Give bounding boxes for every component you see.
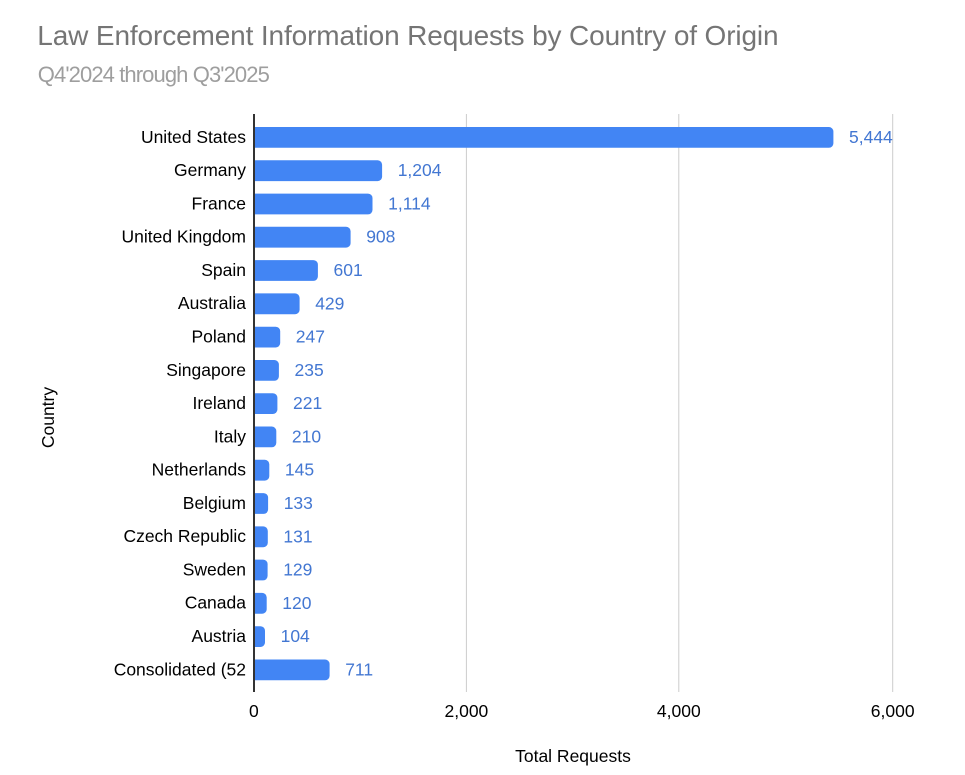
svg-text:6,000: 6,000 — [871, 701, 915, 721]
svg-text:Poland: Poland — [192, 327, 247, 347]
svg-text:Germany: Germany — [174, 160, 246, 180]
svg-text:France: France — [192, 193, 246, 213]
svg-text:Netherlands: Netherlands — [152, 460, 247, 480]
svg-text:247: 247 — [296, 327, 325, 347]
svg-text:131: 131 — [283, 526, 312, 546]
svg-text:711: 711 — [345, 659, 373, 679]
svg-text:Australia: Australia — [178, 293, 246, 313]
svg-text:145: 145 — [285, 460, 314, 480]
svg-text:Austria: Austria — [192, 626, 247, 646]
svg-text:0: 0 — [249, 701, 259, 721]
svg-text:429: 429 — [315, 293, 344, 313]
svg-text:Country: Country — [38, 387, 58, 449]
svg-text:104: 104 — [281, 626, 310, 646]
svg-text:Czech Republic: Czech Republic — [123, 526, 246, 546]
svg-text:4,000: 4,000 — [657, 701, 701, 721]
svg-text:5,444: 5,444 — [849, 127, 893, 147]
svg-text:120: 120 — [282, 593, 311, 613]
svg-text:601: 601 — [334, 260, 363, 280]
svg-text:Italy: Italy — [214, 426, 246, 446]
svg-text:1,204: 1,204 — [398, 160, 442, 180]
svg-text:Consolidated (52: Consolidated (52 — [114, 659, 246, 679]
svg-text:133: 133 — [284, 493, 313, 513]
svg-text:2,000: 2,000 — [445, 701, 489, 721]
svg-text:Q4'2024 through Q3'2025: Q4'2024 through Q3'2025 — [38, 62, 270, 87]
svg-text:Spain: Spain — [201, 260, 246, 280]
svg-text:United States: United States — [141, 127, 246, 147]
svg-text:221: 221 — [293, 393, 322, 413]
svg-text:1,114: 1,114 — [388, 194, 431, 214]
svg-text:908: 908 — [366, 227, 395, 247]
svg-text:Ireland: Ireland — [192, 393, 246, 413]
svg-text:United Kingdom: United Kingdom — [121, 227, 246, 247]
svg-text:Canada: Canada — [185, 593, 247, 613]
svg-text:Law Enforcement Information Re: Law Enforcement Information Requests by … — [37, 20, 778, 51]
svg-text:Belgium: Belgium — [183, 493, 246, 513]
svg-text:129: 129 — [283, 560, 312, 580]
svg-text:235: 235 — [295, 360, 324, 380]
svg-text:210: 210 — [292, 426, 321, 446]
svg-text:Sweden: Sweden — [183, 559, 246, 579]
svg-text:Singapore: Singapore — [166, 360, 246, 380]
svg-text:Total Requests: Total Requests — [515, 746, 631, 766]
